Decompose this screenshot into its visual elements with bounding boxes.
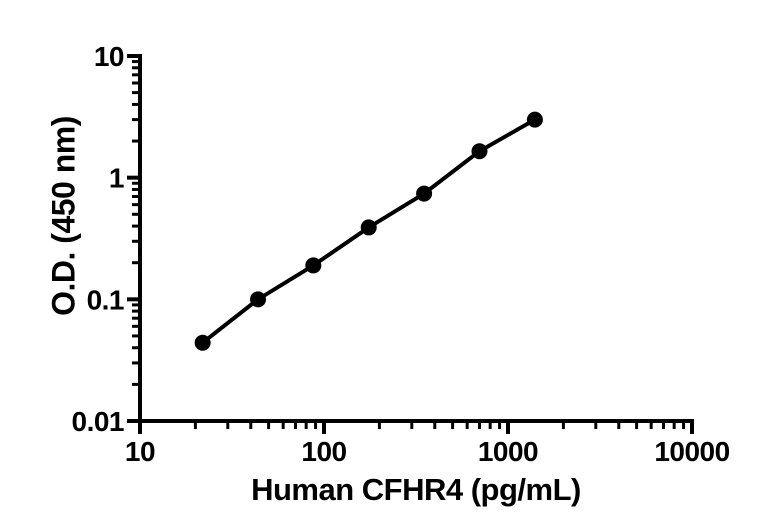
data-point-marker [250, 291, 267, 308]
data-point-marker [526, 111, 543, 128]
x-axis-title: Human CFHR4 (pg/mL) [251, 472, 581, 507]
x-tick-label: 10000 [654, 436, 729, 467]
x-tick-label: 1000 [478, 436, 538, 467]
data-point-marker [305, 257, 322, 274]
y-tick-label: 10 [94, 41, 124, 72]
y-axis-title: O.D. (450 nm) [45, 116, 82, 316]
data-point-marker [194, 334, 211, 351]
y-tick-label: 0.1 [87, 284, 124, 315]
x-tick-label: 10 [125, 436, 155, 467]
x-tick-label: 100 [301, 436, 346, 467]
y-tick-label: 0.01 [72, 406, 125, 437]
y-tick-label: 1 [109, 163, 124, 194]
data-point-marker [471, 143, 488, 160]
data-point-marker [416, 185, 433, 202]
data-point-marker [360, 219, 377, 236]
